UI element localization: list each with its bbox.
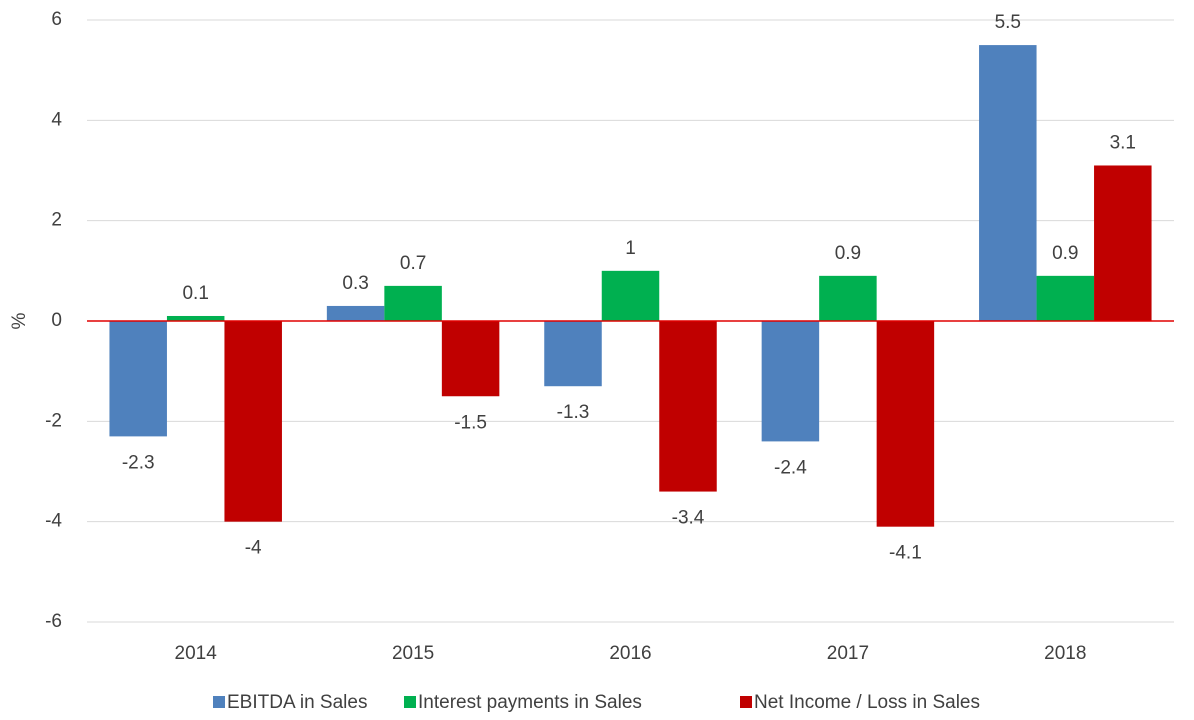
- y-tick-label: -2: [45, 410, 62, 431]
- y-tick-label: 4: [51, 109, 62, 130]
- y-tick-label: 0: [51, 310, 62, 331]
- data-label: -2.4: [774, 457, 807, 478]
- bar: [979, 45, 1037, 321]
- bar: [659, 321, 717, 492]
- legend-label: Net Income / Loss in Sales: [754, 692, 980, 713]
- data-label: 3.1: [1110, 132, 1136, 153]
- x-tick-label: 2015: [392, 643, 434, 664]
- bar: [876, 321, 935, 527]
- data-label: 0.9: [835, 243, 861, 264]
- legend-swatch: [213, 696, 225, 708]
- data-label: 0.9: [1052, 243, 1078, 264]
- x-tick-label: 2014: [175, 643, 218, 664]
- y-tick-label: -4: [45, 511, 62, 532]
- legend-label: Interest payments in Sales: [418, 692, 642, 713]
- data-label: 0.1: [182, 283, 208, 304]
- x-tick-label: 2017: [827, 643, 869, 664]
- data-label: -4.1: [889, 543, 922, 564]
- bar: [819, 275, 877, 321]
- data-label: 0.3: [342, 273, 368, 294]
- y-tick-label: -6: [45, 611, 62, 632]
- y-tick-label: 6: [51, 9, 62, 30]
- data-label: 5.5: [995, 12, 1021, 33]
- bar: [601, 270, 660, 321]
- bar: [326, 305, 385, 321]
- data-label: -1.3: [557, 402, 590, 423]
- legend-swatch: [404, 696, 416, 708]
- bar: [544, 321, 602, 387]
- y-axis-label: %: [9, 312, 30, 329]
- bar: [166, 315, 225, 321]
- bar: [224, 321, 282, 522]
- legend-label: EBITDA in Sales: [227, 692, 367, 713]
- bar: [761, 321, 820, 442]
- data-label: -1.5: [454, 412, 487, 433]
- bar: [1036, 275, 1095, 321]
- data-label: 0.7: [400, 253, 426, 274]
- data-label: -3.4: [672, 508, 705, 529]
- data-label: 1: [625, 238, 636, 259]
- data-label: -2.3: [122, 452, 155, 473]
- data-label: -4: [245, 538, 262, 559]
- legend-swatch: [740, 696, 752, 708]
- x-tick-label: 2016: [609, 643, 651, 664]
- bar: [109, 321, 167, 437]
- x-tick-label: 2018: [1044, 643, 1086, 664]
- bar: [441, 321, 500, 397]
- bar: [384, 285, 442, 321]
- bar: [1094, 165, 1152, 321]
- y-tick-label: 2: [51, 210, 62, 231]
